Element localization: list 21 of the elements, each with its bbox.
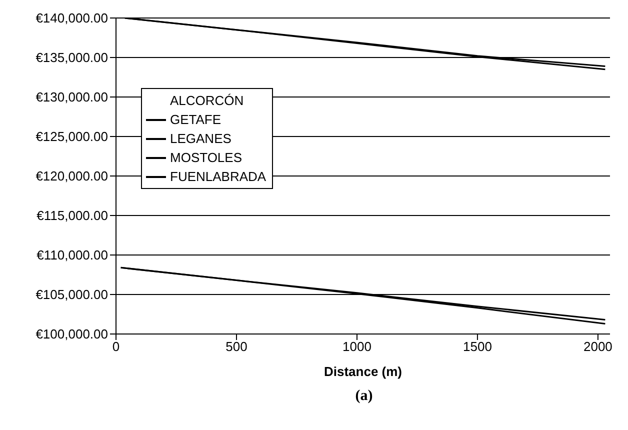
legend-label: FUENLABRADA — [170, 168, 266, 186]
x-tick-label: 0 — [112, 339, 120, 354]
x-tick-label: 1500 — [463, 339, 492, 354]
legend-title: ALCORCÓN — [169, 92, 245, 110]
x-axis-title: Distance (m) — [324, 364, 402, 379]
legend-label: LEGANES — [170, 130, 232, 148]
y-tick-label: €130,000.00 — [36, 90, 108, 105]
y-tick-label: €125,000.00 — [36, 129, 108, 144]
y-tick-label: €105,000.00 — [36, 287, 108, 302]
y-tick-label: €100,000.00 — [36, 326, 108, 342]
legend-label: MOSTOLES — [170, 149, 242, 167]
y-tick-label: €115,000.00 — [36, 208, 108, 224]
legend-label: GETAFE — [170, 111, 222, 129]
y-tick-label: €140,000.00 — [36, 10, 108, 26]
x-tick-label: 500 — [226, 339, 248, 354]
x-tick-label: 2000 — [583, 339, 612, 354]
text: (a) — [354, 388, 374, 405]
y-tick-label: €110,000.00 — [36, 248, 108, 263]
y-tick-label: €135,000.00 — [36, 50, 108, 66]
y-tick-label: €120,000.00 — [36, 168, 108, 184]
x-tick-label: 1000 — [342, 339, 372, 354]
